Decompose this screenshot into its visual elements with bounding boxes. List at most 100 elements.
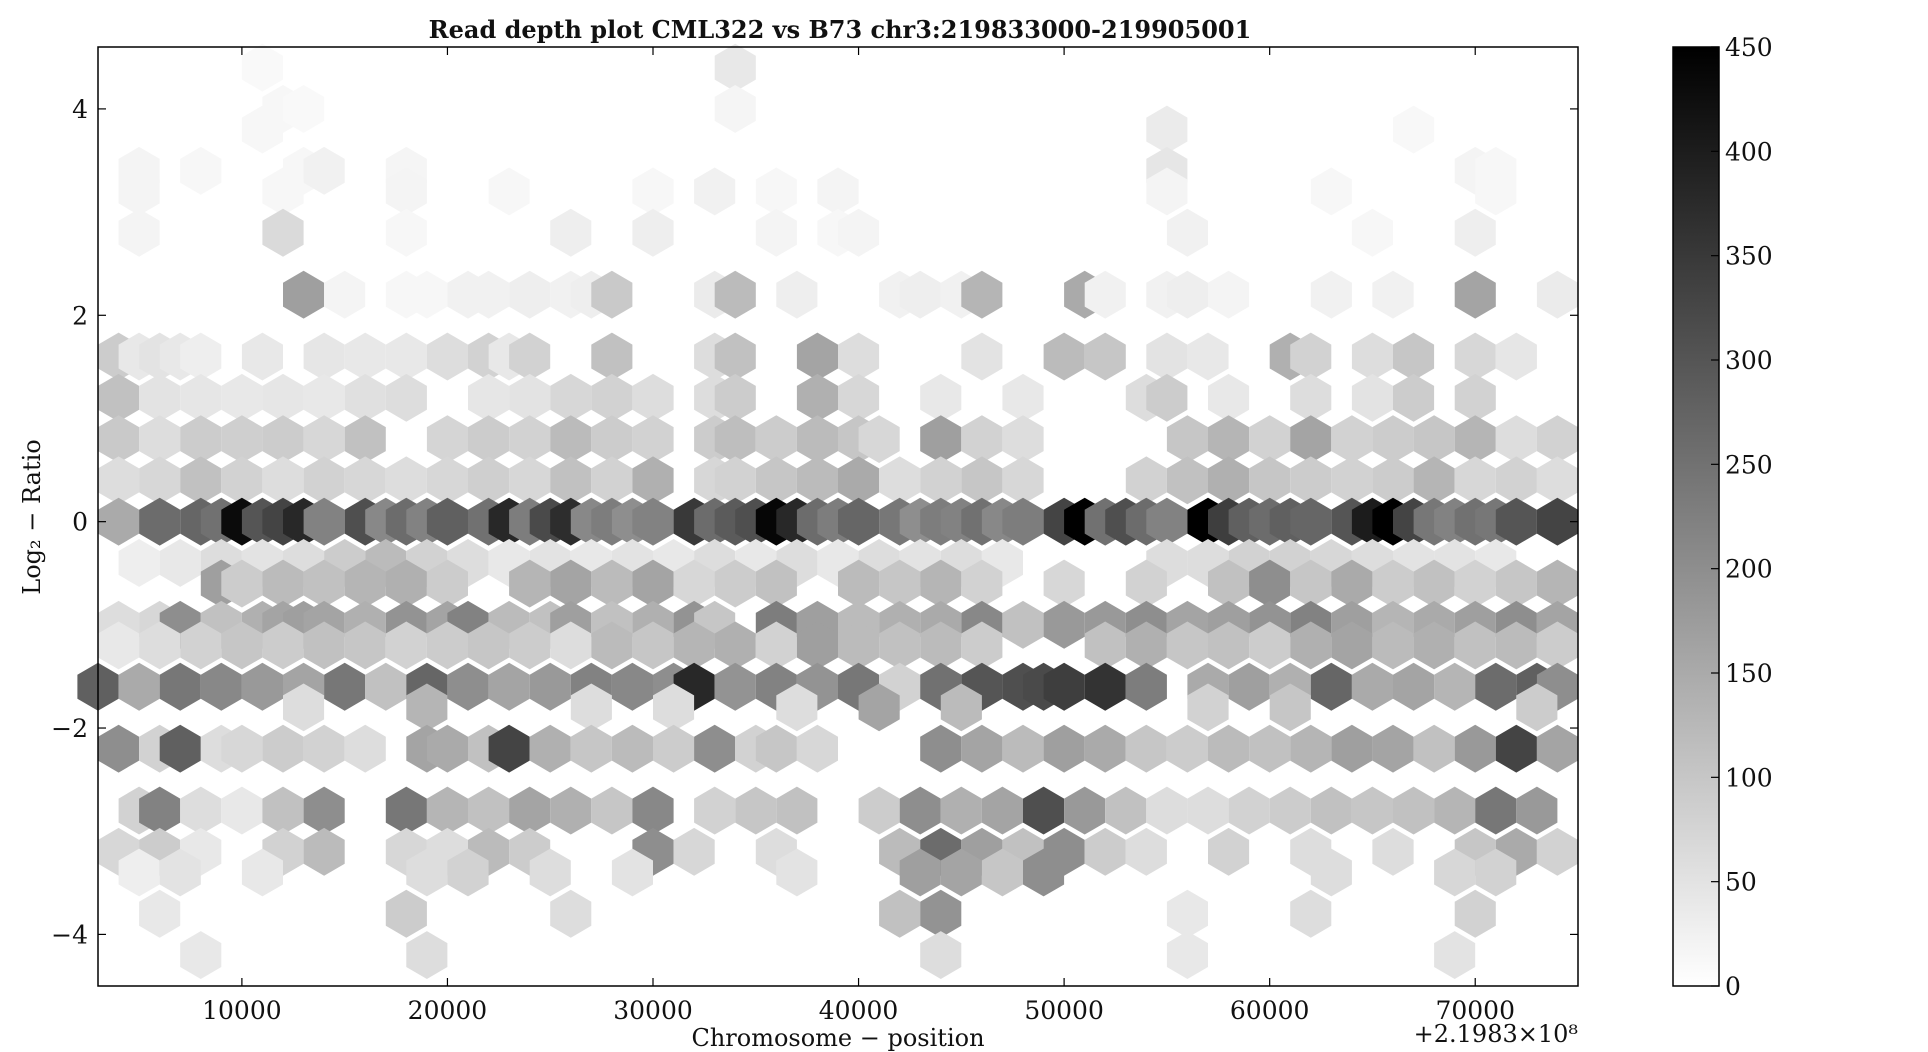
hex-cell [1413, 456, 1455, 505]
hex-cell [241, 105, 283, 154]
hex-cell [529, 724, 571, 773]
hex-cell [1495, 332, 1537, 381]
hex-cell [961, 415, 1003, 463]
hex-cell [796, 332, 838, 381]
hex-cell [1372, 621, 1414, 670]
hex-cell [509, 373, 551, 422]
hex-cell [303, 332, 345, 381]
hex-cell [159, 724, 201, 773]
hex-cell [940, 786, 982, 835]
hex-cell [221, 415, 263, 463]
hex-cell [1043, 600, 1085, 649]
hex-cell [303, 497, 345, 546]
hex-cell [776, 270, 818, 319]
hex-cell [1249, 456, 1291, 505]
hex-cell [550, 889, 592, 938]
hex-cell [468, 621, 510, 670]
hex-cell [879, 456, 921, 505]
colorbar-tick-label: 200 [1725, 555, 1773, 584]
hex-cell [632, 373, 674, 422]
hex-cell [1413, 621, 1455, 670]
hex-cell [1208, 270, 1250, 319]
hex-cell [796, 415, 838, 463]
hex-cell [1290, 497, 1332, 546]
hex-cell [1084, 724, 1126, 773]
colorbar-tick-label: 300 [1725, 346, 1773, 375]
hex-cell [139, 456, 181, 505]
hex-cell [1208, 621, 1250, 670]
hex-cell [796, 621, 838, 670]
hex-cell [1208, 415, 1250, 463]
hex-cell [632, 497, 674, 546]
hex-cell [714, 43, 756, 92]
hex-cell [118, 848, 160, 897]
hex-cell [961, 724, 1003, 773]
hex-cell [98, 373, 140, 422]
hex-cell [1475, 848, 1517, 897]
hex-cell [200, 662, 242, 711]
hex-cell [1536, 827, 1578, 876]
hex-cell [1454, 415, 1496, 463]
hex-cell [1475, 786, 1517, 835]
hex-cell [180, 373, 222, 422]
hex-cell [509, 621, 551, 670]
hex-cell [180, 621, 222, 670]
hex-cell [1166, 208, 1208, 257]
hex-cell [159, 848, 201, 897]
hex-cell [406, 848, 448, 897]
hex-cell [1454, 332, 1496, 381]
hex-cell [1208, 456, 1250, 505]
hex-cell [426, 621, 468, 670]
hex-cell [1084, 332, 1126, 381]
hex-cell [755, 456, 797, 505]
hex-cell [1290, 456, 1332, 505]
hex-cell [1434, 848, 1476, 897]
hex-cell [1393, 662, 1435, 711]
hex-cell [714, 559, 756, 608]
hex-cell [858, 415, 900, 463]
hex-cell [838, 621, 880, 670]
hex-cell [632, 456, 674, 505]
hex-cell [344, 373, 386, 422]
hex-cell [796, 724, 838, 773]
hex-cell [1454, 559, 1496, 608]
hex-cell [1331, 415, 1373, 463]
hex-cell [1084, 621, 1126, 670]
hex-cell [262, 456, 304, 505]
hex-cell [1125, 456, 1167, 505]
hex-cell [118, 662, 160, 711]
colorbar-tick-label: 450 [1725, 33, 1773, 62]
hex-cell [426, 786, 468, 835]
hex-cell [1393, 332, 1435, 381]
hex-cell [241, 662, 283, 711]
hex-cell [776, 848, 818, 897]
hex-cell [303, 456, 345, 505]
hex-cell [591, 786, 633, 835]
hex-cell [940, 848, 982, 897]
colorbar-tick-label: 50 [1725, 868, 1757, 897]
hex-cell [1331, 724, 1373, 773]
hex-cell [1043, 559, 1085, 608]
hex-cell [673, 621, 715, 670]
hex-cell [1372, 559, 1414, 608]
hex-cell [1536, 559, 1578, 608]
hex-cell [920, 373, 962, 422]
hex-cell [1146, 105, 1188, 154]
hex-cell [139, 497, 181, 546]
hex-cell [1310, 270, 1352, 319]
hex-cell [509, 456, 551, 505]
hex-cell [1125, 724, 1167, 773]
hex-cell [385, 786, 427, 835]
hex-cell [1536, 456, 1578, 505]
hex-cell [241, 848, 283, 897]
hex-cell [1454, 724, 1496, 773]
hex-cell [180, 786, 222, 835]
hex-cell [550, 456, 592, 505]
hex-cell [611, 848, 653, 897]
hex-cell [139, 373, 181, 422]
hex-cell [1228, 786, 1270, 835]
hex-cell [570, 683, 612, 732]
hex-cell [1290, 889, 1332, 938]
hex-cell [1228, 662, 1270, 711]
hex-cell [1516, 683, 1558, 732]
